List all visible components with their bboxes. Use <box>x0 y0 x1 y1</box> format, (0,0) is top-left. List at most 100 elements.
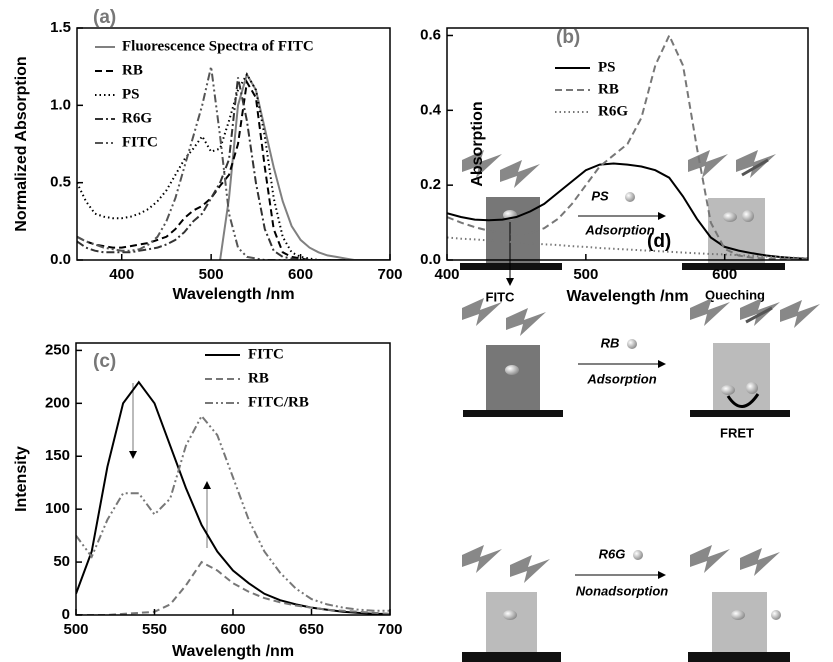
molecule <box>627 339 637 349</box>
chart: PS RB R6G 400 500 600 0.0 0.2 0.4 0.6 Wavelength /… <box>420 26 809 305</box>
series-line <box>76 414 390 612</box>
y-axis-label: Normalized Absorption <box>13 56 30 231</box>
molecule <box>633 550 643 560</box>
cross <box>745 306 773 324</box>
y-tick-label: 0 <box>62 606 70 623</box>
box <box>708 198 765 263</box>
legend-label: FITC <box>122 134 158 150</box>
y-tick-label: 0.5 <box>50 174 71 191</box>
molecule <box>731 610 745 620</box>
x-tick-label: 550 <box>142 621 167 638</box>
x-tick-label: 600 <box>712 266 737 283</box>
plot-frame <box>76 27 391 261</box>
legend-label: PS <box>122 86 140 102</box>
plot-frame <box>446 27 809 261</box>
box <box>486 592 537 652</box>
y-tick-label: 0.0 <box>50 251 71 268</box>
light <box>462 545 502 573</box>
legend-label: RB <box>122 62 143 78</box>
series-line <box>77 66 346 260</box>
process-label: Nonadsorption <box>576 583 668 598</box>
series-line <box>219 71 390 260</box>
y-tick-label: 0.2 <box>420 176 441 193</box>
substrate <box>682 263 785 270</box>
molecule <box>625 192 635 202</box>
light <box>510 555 550 583</box>
light <box>780 300 820 328</box>
process-label: Adsorption <box>586 371 656 386</box>
molecule-label: PS <box>591 188 609 203</box>
x-tick-label: 650 <box>299 621 324 638</box>
x-tick-label: 500 <box>573 266 598 283</box>
molecule <box>746 382 758 394</box>
y-tick-label: 1.0 <box>50 96 71 113</box>
x-tick-label: 700 <box>377 266 402 283</box>
x-tick-label: 600 <box>220 621 245 638</box>
x-tick-label: 700 <box>377 621 402 638</box>
legend-label: RB <box>248 370 269 386</box>
x-axis-label: Wavelength /nm <box>566 288 688 305</box>
molecule <box>721 385 735 395</box>
x-tick-label: 400 <box>434 266 459 283</box>
panel-label: (b) <box>556 27 580 48</box>
substrate <box>460 263 562 270</box>
y-tick-label: 150 <box>45 447 70 464</box>
panel-d: (d) FITC PS Adsorption Queching RB Adsor… <box>460 150 820 662</box>
panel-label: (d) <box>647 231 671 252</box>
y-axis-label: Absorption <box>469 101 486 186</box>
molecule <box>723 212 737 222</box>
legend-label: RB <box>598 81 619 97</box>
series-line <box>76 380 390 615</box>
molecule <box>742 210 754 222</box>
y-tick-label: 1.5 <box>50 19 71 36</box>
legend-label: R6G <box>598 103 628 119</box>
series-line <box>447 236 808 260</box>
x-tick-label: 500 <box>63 621 88 638</box>
caption: FRET <box>720 425 754 440</box>
legend-label: R6G <box>122 110 152 126</box>
legend-label: PS <box>598 59 616 75</box>
series-line <box>77 79 346 260</box>
x-tick-label: 600 <box>288 266 313 283</box>
molecule-label: RB <box>601 335 620 350</box>
legend-label: FITC/RB <box>248 394 309 410</box>
y-axis-label: Intensity <box>13 446 30 512</box>
light <box>506 308 546 336</box>
caption: FITC <box>486 289 515 304</box>
y-tick-label: 50 <box>53 553 70 570</box>
substrate <box>690 410 790 417</box>
chart: FITC RB FITC/RB 500 550 600 650 700 0 50 100 150 200… <box>13 341 402 660</box>
y-tick-label: 100 <box>45 500 70 517</box>
y-tick-label: 0.4 <box>420 101 442 118</box>
cross <box>741 158 769 177</box>
y-tick-label: 0.0 <box>420 251 441 268</box>
legend-label: Fluorescence Spectra of FITC <box>122 38 314 54</box>
substrate <box>688 652 790 662</box>
y-tick-label: 0.6 <box>420 26 441 43</box>
molecule <box>503 610 517 620</box>
series-line <box>447 162 808 260</box>
panel-label: (a) <box>93 7 116 28</box>
light <box>500 160 540 188</box>
x-axis-label: Wavelength /nm <box>172 286 294 303</box>
process-label: Adsorption <box>584 222 654 237</box>
molecule <box>505 365 519 375</box>
x-tick-label: 400 <box>109 266 134 283</box>
box <box>713 343 770 410</box>
fret-arrow <box>726 393 760 408</box>
x-tick-label: 500 <box>199 266 224 283</box>
caption: Queching <box>705 287 765 302</box>
box <box>486 197 540 263</box>
light <box>688 150 728 178</box>
series-line <box>77 77 346 260</box>
molecule-label: R6G <box>599 546 626 561</box>
chart: Fluorescence Spectra of FITC RB PS R6G FITC 4… <box>13 7 402 303</box>
substrate <box>463 410 563 417</box>
light <box>690 545 730 573</box>
series-line <box>447 33 808 260</box>
molecule <box>771 610 781 620</box>
series-line <box>77 72 346 260</box>
box <box>486 345 540 410</box>
x-axis-label: Wavelength /nm <box>172 643 294 660</box>
